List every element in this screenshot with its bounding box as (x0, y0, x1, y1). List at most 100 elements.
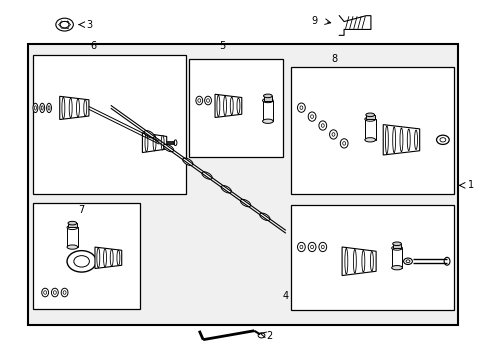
Ellipse shape (198, 99, 201, 102)
Ellipse shape (163, 144, 173, 152)
Ellipse shape (297, 242, 305, 252)
Ellipse shape (33, 103, 38, 113)
Ellipse shape (174, 140, 177, 145)
Ellipse shape (196, 96, 202, 105)
Ellipse shape (68, 221, 77, 225)
Ellipse shape (365, 113, 374, 117)
Ellipse shape (48, 106, 50, 110)
Ellipse shape (67, 225, 78, 230)
Text: 1: 1 (467, 180, 473, 190)
Circle shape (258, 333, 264, 338)
Ellipse shape (63, 291, 66, 294)
Circle shape (60, 21, 69, 28)
Ellipse shape (436, 135, 448, 144)
Ellipse shape (259, 213, 269, 220)
Ellipse shape (46, 103, 51, 113)
Bar (290, 67, 453, 194)
Ellipse shape (69, 98, 72, 118)
Ellipse shape (364, 117, 375, 121)
Ellipse shape (391, 246, 402, 250)
Ellipse shape (240, 199, 250, 207)
Ellipse shape (262, 98, 273, 103)
Ellipse shape (414, 130, 417, 149)
Ellipse shape (61, 288, 68, 297)
Ellipse shape (361, 251, 364, 272)
Ellipse shape (183, 158, 193, 166)
Ellipse shape (405, 260, 409, 263)
Text: 6: 6 (90, 41, 97, 51)
Bar (33, 203, 140, 309)
Ellipse shape (83, 100, 86, 116)
Ellipse shape (392, 127, 395, 153)
Ellipse shape (217, 95, 220, 117)
Text: 4: 4 (282, 291, 288, 301)
Ellipse shape (62, 97, 65, 118)
Ellipse shape (41, 288, 48, 297)
Polygon shape (142, 133, 166, 153)
Text: 3: 3 (86, 19, 92, 30)
Ellipse shape (43, 291, 46, 294)
Ellipse shape (237, 98, 240, 114)
Bar (263, 96, 272, 100)
Ellipse shape (206, 99, 209, 102)
Ellipse shape (353, 249, 356, 273)
Text: 5: 5 (219, 41, 225, 51)
Bar (391, 248, 402, 268)
Ellipse shape (230, 97, 233, 115)
Ellipse shape (110, 249, 113, 266)
Ellipse shape (204, 96, 211, 105)
Ellipse shape (443, 257, 449, 265)
Ellipse shape (364, 138, 375, 142)
Ellipse shape (307, 112, 315, 121)
Text: 2: 2 (266, 331, 272, 341)
Polygon shape (215, 94, 241, 117)
Bar (392, 244, 401, 248)
Ellipse shape (439, 138, 445, 142)
Ellipse shape (53, 291, 56, 294)
Ellipse shape (392, 242, 401, 246)
Ellipse shape (103, 249, 106, 267)
Ellipse shape (297, 103, 305, 112)
Ellipse shape (144, 134, 147, 152)
Text: 8: 8 (331, 54, 337, 64)
Bar (28, 44, 458, 325)
Ellipse shape (40, 103, 44, 113)
Ellipse shape (310, 245, 313, 249)
Ellipse shape (299, 245, 302, 249)
Ellipse shape (67, 251, 96, 272)
Ellipse shape (310, 115, 313, 118)
Ellipse shape (41, 106, 43, 110)
Ellipse shape (223, 96, 226, 116)
Ellipse shape (263, 94, 272, 98)
Ellipse shape (67, 245, 78, 249)
Ellipse shape (161, 135, 164, 150)
Bar (364, 119, 375, 140)
Circle shape (56, 18, 73, 31)
Ellipse shape (144, 131, 154, 138)
Text: 7: 7 (79, 205, 84, 215)
Ellipse shape (34, 106, 36, 110)
Ellipse shape (321, 124, 324, 127)
Ellipse shape (318, 242, 326, 252)
Bar (365, 115, 374, 119)
Ellipse shape (202, 172, 212, 179)
Text: 9: 9 (311, 15, 317, 26)
Bar (67, 228, 78, 247)
Polygon shape (342, 247, 375, 275)
Polygon shape (383, 125, 419, 155)
Bar (33, 55, 186, 194)
Ellipse shape (321, 245, 324, 249)
Polygon shape (60, 96, 89, 120)
Ellipse shape (262, 119, 273, 123)
Ellipse shape (340, 139, 347, 148)
Ellipse shape (51, 288, 58, 297)
Bar (188, 59, 283, 157)
Ellipse shape (318, 121, 326, 130)
Ellipse shape (153, 135, 156, 151)
Ellipse shape (74, 256, 89, 267)
Bar (290, 205, 453, 310)
Ellipse shape (307, 242, 315, 252)
Polygon shape (95, 247, 122, 269)
Ellipse shape (342, 141, 345, 145)
Ellipse shape (385, 126, 387, 154)
